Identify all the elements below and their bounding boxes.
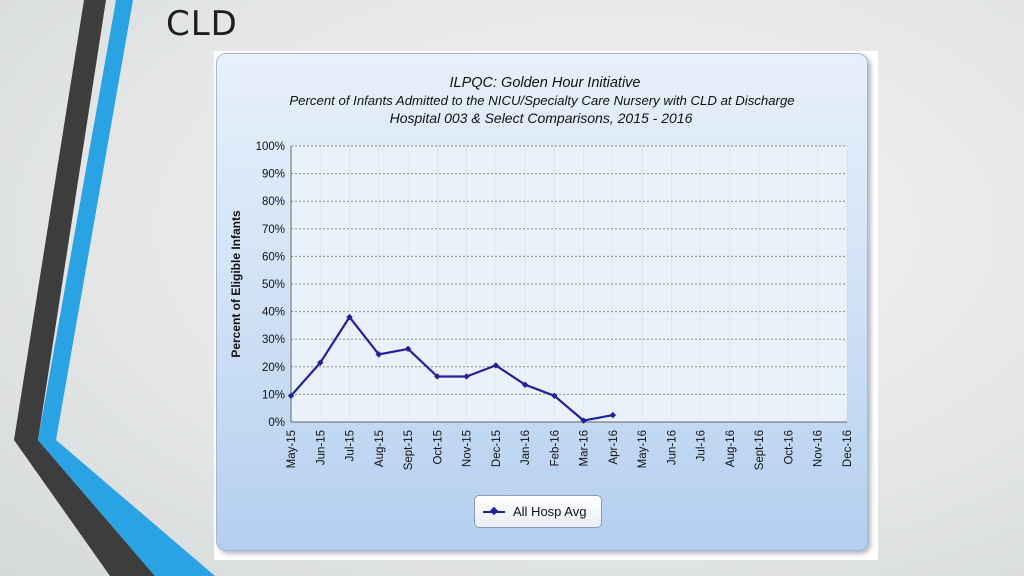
series-point xyxy=(580,417,587,424)
x-tick-label: Dec-16 xyxy=(842,430,854,467)
series-point xyxy=(317,359,324,366)
series-point xyxy=(287,392,295,399)
dark-accent-stripe xyxy=(14,0,106,440)
x-tick-label: Apr-16 xyxy=(608,430,620,465)
x-tick-label: Oct-16 xyxy=(783,430,795,465)
x-tick-label: Nov-16 xyxy=(813,430,825,467)
y-tick-label: 90% xyxy=(262,169,285,181)
y-tick-label: 80% xyxy=(262,196,285,208)
y-tick-label: 30% xyxy=(262,334,285,346)
chart-title-line-2: Percent of Infants Admitted to the NICU/… xyxy=(289,93,794,108)
series-point xyxy=(492,362,500,369)
x-tick-label: Jul-15 xyxy=(345,430,357,461)
series-point xyxy=(346,313,353,321)
y-axis-label: Percent of Eligible Infants xyxy=(229,210,243,358)
y-axis-ticks: 0% 10% 20% 30% 40% 50% 60% 70% 80% 90% 100% xyxy=(256,141,285,429)
x-tick-label: May-16 xyxy=(637,430,649,468)
x-tick-label: May-15 xyxy=(286,430,298,468)
x-tick-label: Mar-16 xyxy=(579,430,591,466)
blue-corner-wedge xyxy=(38,440,215,576)
legend-label-all-hosp-avg: All Hosp Avg xyxy=(513,504,587,519)
y-tick-label: 40% xyxy=(262,307,285,319)
series-point xyxy=(404,345,412,353)
y-tick-label: 60% xyxy=(262,251,285,263)
x-tick-label: Jun-16 xyxy=(666,430,678,465)
x-tick-label: Aug-16 xyxy=(725,430,737,467)
chart-legend: All Hosp Avg xyxy=(474,495,602,528)
series-point xyxy=(463,373,470,380)
blue-accent-stripe xyxy=(38,0,133,440)
dark-corner-wedge xyxy=(14,440,155,576)
series-point xyxy=(609,411,617,419)
chart-title-line-1: ILPQC: Golden Hour Initiative xyxy=(449,75,640,91)
series-point xyxy=(551,392,558,399)
x-tick-label: Aug-15 xyxy=(374,430,386,467)
y-tick-label: 70% xyxy=(262,224,285,236)
series-group xyxy=(287,313,617,424)
series-point xyxy=(521,381,529,388)
y-tick-label: 20% xyxy=(262,362,285,374)
x-tick-label: Sept-15 xyxy=(403,430,415,470)
x-tick-label: Sept-16 xyxy=(754,430,766,470)
series-point xyxy=(375,351,382,358)
gridlines xyxy=(290,145,848,423)
legend-swatch-all-hosp-avg xyxy=(483,510,505,513)
x-axis-ticks: May-15 Jun-15 Jul-15 Aug-15 Sept-15 Oct-15 Nov… xyxy=(286,430,854,470)
x-tick-label: Feb-16 xyxy=(549,430,561,466)
x-tick-label: Jun-15 xyxy=(315,430,327,465)
y-tick-label: 100% xyxy=(256,141,285,153)
series-line xyxy=(290,316,614,422)
chart-title-line-3: Hospital 003 & Select Comparisons, 2015 … xyxy=(390,110,693,126)
x-tick-label: Oct-15 xyxy=(432,430,444,465)
slide-title: CLD xyxy=(166,4,238,44)
chart-title-group: ILPQC: Golden Hour Initiative Percent of… xyxy=(289,75,794,126)
y-tick-label: 10% xyxy=(262,389,285,401)
y-tick-label: 0% xyxy=(268,417,285,429)
x-tick-label: Dec-15 xyxy=(491,430,503,467)
series-point xyxy=(434,373,441,380)
x-tick-label: Jan-16 xyxy=(520,430,532,465)
y-tick-label: 50% xyxy=(262,279,285,291)
x-tick-label: Jul-16 xyxy=(696,430,708,461)
x-tick-label: Nov-15 xyxy=(462,430,474,467)
